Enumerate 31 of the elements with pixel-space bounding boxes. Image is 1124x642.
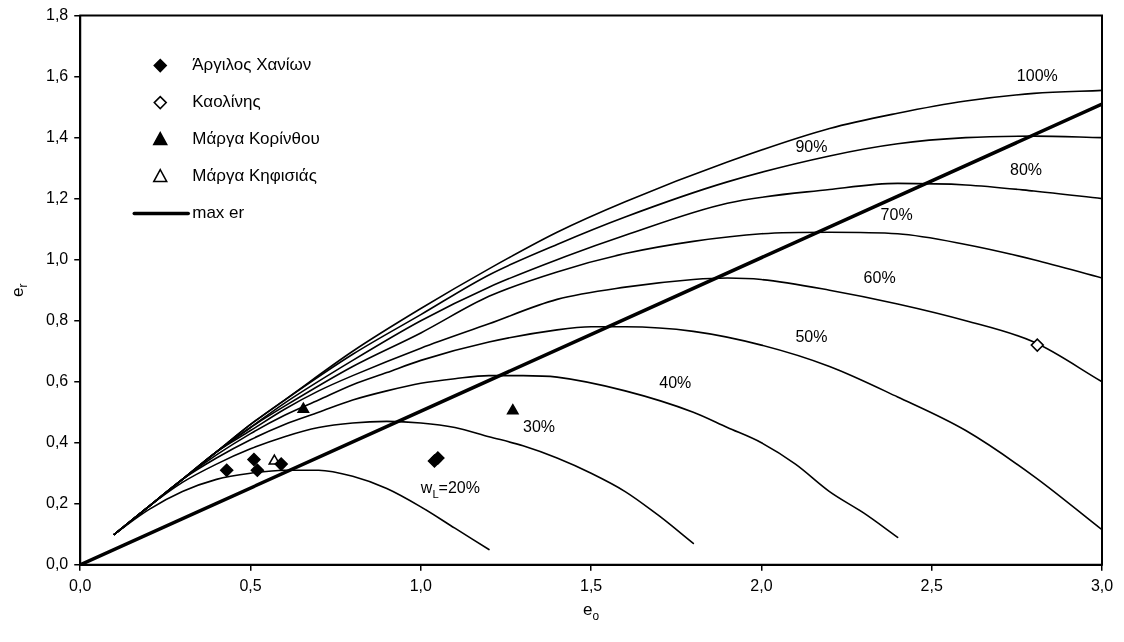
annotation: 40% xyxy=(659,373,692,391)
x-tick-label: 2,5 xyxy=(920,576,943,594)
annotation: 100% xyxy=(1016,67,1058,85)
legend-label: Καολίνης xyxy=(192,92,261,112)
legend-label: Άργιλος Χανίων xyxy=(192,55,312,75)
y-tick-label: 0,2 xyxy=(45,494,69,512)
y-tick-label: 0,8 xyxy=(45,311,69,329)
legend-label: Μάργα Κορίνθου xyxy=(192,129,320,149)
y-tick-label: 0,0 xyxy=(45,555,69,573)
x-tick-label: 0,5 xyxy=(239,576,262,594)
annotation: 50% xyxy=(795,328,828,346)
y-tick-label: 1,0 xyxy=(45,250,69,268)
annotation: 70% xyxy=(880,205,913,223)
y-tick-label: 1,6 xyxy=(45,67,69,85)
y-axis-title: er xyxy=(7,283,31,297)
x-tick-label: 0,0 xyxy=(69,576,92,594)
annotation: 30% xyxy=(523,418,556,436)
y-tick-label: 0,4 xyxy=(45,433,69,451)
y-tick-label: 0,6 xyxy=(45,372,69,390)
legend-label: max er xyxy=(192,203,245,223)
y-tick-label: 1,8 xyxy=(45,6,69,24)
x-tick-label: 1,5 xyxy=(580,576,603,594)
y-tick-label: 1,4 xyxy=(45,128,69,146)
y-tick-label: 1,2 xyxy=(45,189,69,207)
legend-label: Μάργα Κηφισιάς xyxy=(192,166,317,186)
x-tick-label: 1,0 xyxy=(409,576,433,594)
x-tick-label: 2,0 xyxy=(750,576,773,594)
annotation: 60% xyxy=(863,268,896,286)
annotation: 90% xyxy=(795,137,828,155)
x-tick-label: 3,0 xyxy=(1090,576,1114,594)
annotation: 80% xyxy=(1010,161,1043,179)
